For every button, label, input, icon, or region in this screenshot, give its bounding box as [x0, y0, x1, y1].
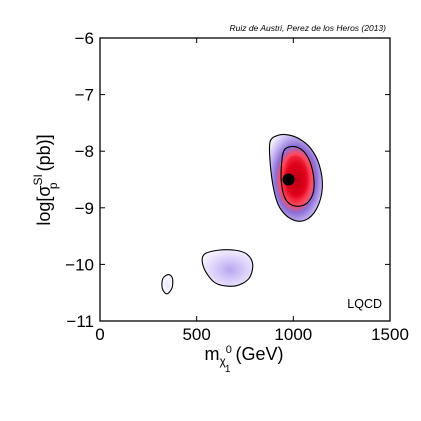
- x-axis-label-sub: χ: [219, 354, 226, 368]
- x-axis-label-unit: (GeV): [230, 344, 283, 364]
- best-fit-point: [282, 173, 295, 186]
- credit-label: Ruiz de Austri, Perez de los Heros (2013…: [229, 23, 386, 33]
- x-axis-label-base: m: [204, 344, 219, 364]
- y-axis-label-sup: SI: [31, 174, 45, 185]
- plot-frame: [99, 37, 391, 322]
- x-tick-label: 500: [182, 325, 210, 344]
- y-axis-label-sub: p: [46, 182, 60, 189]
- y-tick-label: −6: [75, 29, 94, 48]
- x-tick-label: 1000: [274, 325, 312, 344]
- main-region-core: [285, 155, 309, 198]
- y-axis-label-suffix: (pb)]: [34, 134, 54, 176]
- x-axis-label: mχ0 1 (GeV): [204, 344, 283, 375]
- small-region-outer-contour: [161, 274, 174, 295]
- tick-labels: 0 500 1000 1500 −6 −7 −8 −9 −10 −11: [65, 29, 409, 344]
- x-tick-label: 1500: [371, 325, 409, 344]
- x-tick-label: 0: [95, 325, 104, 344]
- model-label: LQCD: [347, 297, 382, 311]
- y-tick-label: −11: [66, 312, 94, 331]
- x-axis-label-subsub: 1: [225, 364, 231, 375]
- x-axis-label-sup: 0: [226, 344, 232, 356]
- y-tick-label: −9: [75, 199, 94, 218]
- y-axis-label: log[σSIp (pb)]: [31, 134, 60, 225]
- y-tick-label: −7: [75, 86, 94, 105]
- y-tick-label: −10: [65, 255, 94, 274]
- y-axis-label-prefix: log[σ: [34, 185, 54, 225]
- y-tick-label: −8: [75, 142, 94, 161]
- main-region-inner-contour: [280, 145, 315, 207]
- middle-region-outer-contour: [201, 249, 254, 287]
- density-regions: [161, 133, 323, 295]
